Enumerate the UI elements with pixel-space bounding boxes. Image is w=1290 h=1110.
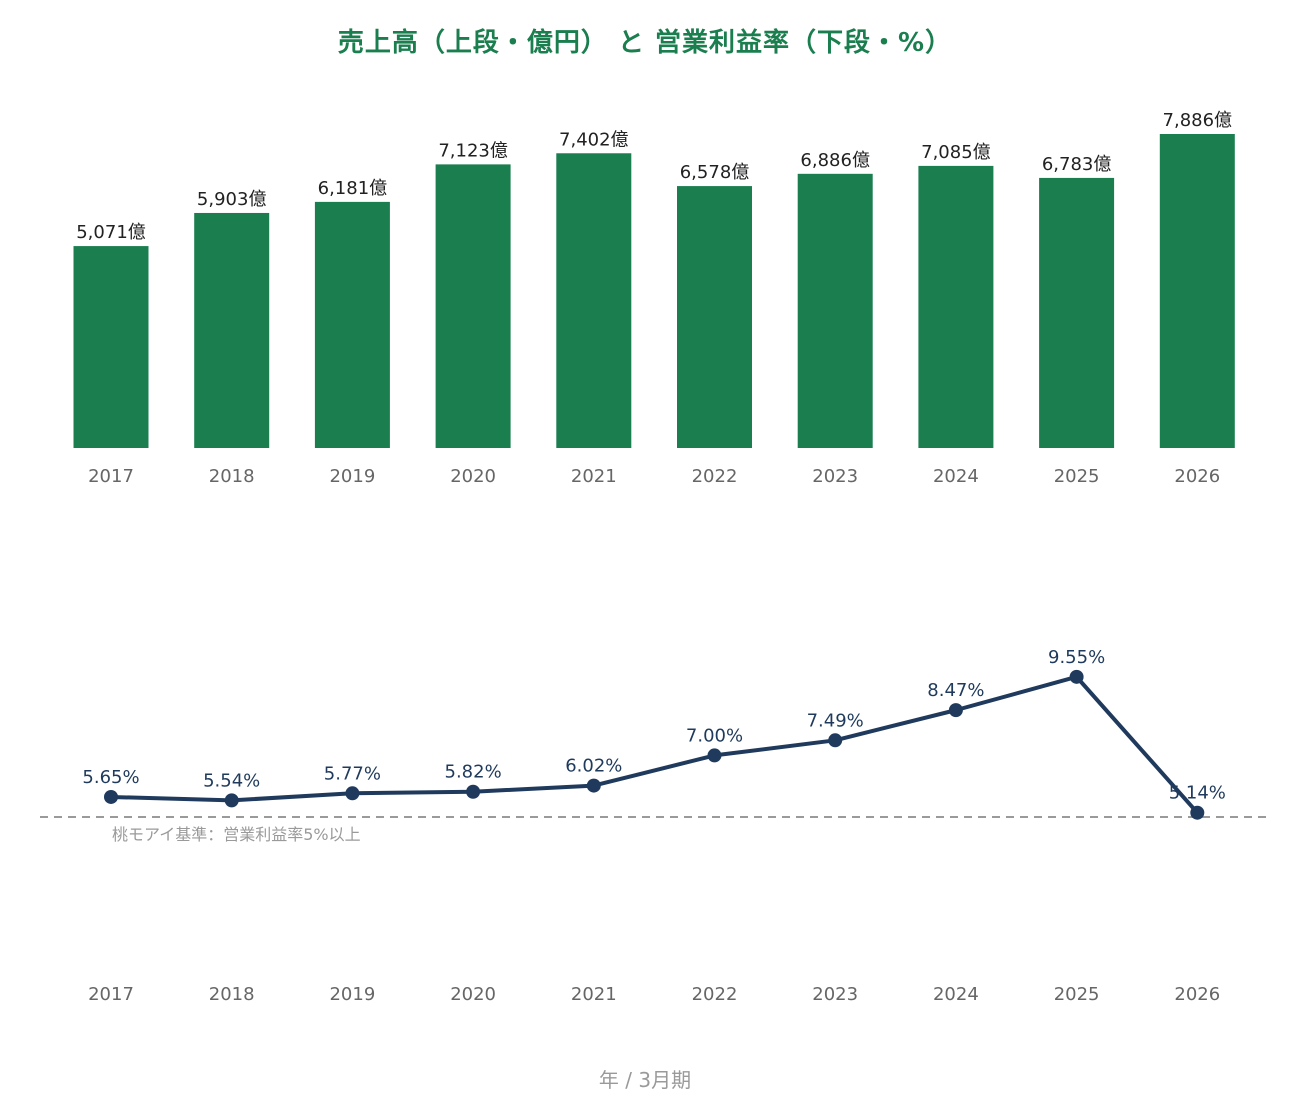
revenue-data-label: 5,903億 (197, 189, 267, 210)
revenue-x-tick-label: 2022 (692, 466, 738, 487)
operating-margin-data-label: 5.14% (1169, 783, 1226, 804)
operating-margin-point-2025 (1069, 669, 1084, 684)
revenue-x-tick-label: 2025 (1054, 466, 1100, 487)
operating-margin-data-label: 5.77% (324, 763, 381, 784)
revenue-x-tick-label: 2024 (933, 466, 979, 487)
revenue-x-tick-label: 2021 (571, 466, 617, 487)
revenue-x-tick-label: 2019 (329, 466, 375, 487)
margin-x-tick-label: 2017 (88, 984, 134, 1005)
operating-margin-data-label: 8.47% (927, 680, 984, 701)
revenue-bar-2023 (797, 173, 873, 449)
operating-margin-point-2020 (466, 784, 481, 799)
margin-x-tick-label: 2024 (933, 984, 979, 1005)
operating-margin-data-label: 9.55% (1048, 647, 1105, 668)
margin-x-tick-label: 2020 (450, 984, 496, 1005)
revenue-bar-2019 (314, 201, 390, 448)
revenue-data-label: 5,071億 (76, 222, 146, 243)
operating-margin-line-chart: 桃モアイ基準：営業利益率5%以上 5.65% 2017 5.54% 2018 5.77% 2… (40, 647, 1268, 1005)
margin-x-tick-label: 2021 (571, 984, 617, 1005)
revenue-bar-2022 (677, 186, 752, 448)
operating-margin-point-2022 (707, 748, 722, 763)
operating-margin-point-2023 (828, 733, 843, 748)
x-axis-title: 年 / 3月期 (598, 1068, 692, 1092)
margin-x-tick-label: 2023 (812, 984, 858, 1005)
operating-margin-point-2017 (104, 789, 118, 804)
margin-x-tick-label: 2019 (329, 984, 375, 1005)
operating-margin-line (110, 674, 1199, 815)
revenue-data-label: 6,783億 (1042, 154, 1112, 175)
revenue-x-tick-label: 2026 (1174, 466, 1220, 487)
operating-margin-data-label: 6.02% (565, 756, 622, 777)
revenue-bar-2026 (1159, 134, 1235, 448)
operating-margin-data-label: 7.49% (807, 710, 864, 731)
revenue-x-tick-label: 2023 (812, 466, 858, 487)
margin-x-tick-label: 2018 (209, 984, 255, 1005)
operating-margin-point-2019 (345, 786, 360, 801)
revenue-bar-chart: 5,071億 2017 5,903億 2018 6,181億 2019 7,123億 2020… (73, 110, 1235, 487)
margin-x-tick-label: 2025 (1054, 984, 1100, 1005)
chart-title: 売上高（上段・億円） と 営業利益率（下段・%） (337, 28, 953, 58)
operating-margin-point-2021 (586, 778, 601, 793)
revenue-data-label: 7,085億 (921, 142, 991, 163)
operating-margin-data-label: 5.82% (445, 762, 502, 783)
revenue-bar-2018 (194, 212, 270, 448)
operating-margin-data-label: 5.65% (82, 767, 139, 788)
revenue-bar-2017 (73, 246, 149, 448)
revenue-x-tick-label: 2017 (88, 466, 134, 487)
revenue-data-label: 7,402億 (559, 129, 629, 150)
revenue-bar-2021 (556, 153, 632, 449)
margin-x-tick-label: 2026 (1174, 984, 1220, 1005)
margin-x-tick-label: 2022 (692, 984, 738, 1005)
operating-margin-data-label: 7.00% (686, 725, 743, 746)
operating-margin-point-2024 (948, 703, 963, 718)
revenue-data-label: 7,886億 (1163, 110, 1233, 131)
revenue-data-label: 6,886億 (800, 150, 870, 171)
operating-margin-data-label: 5.54% (203, 770, 260, 791)
revenue-bar-2025 (1039, 177, 1115, 449)
operating-margin-point-2018 (224, 793, 239, 808)
revenue-x-tick-label: 2020 (450, 466, 496, 487)
revenue-bar-2024 (918, 165, 994, 448)
revenue-data-label: 6,578億 (680, 162, 750, 183)
revenue-bar-2020 (435, 164, 511, 448)
revenue-data-label: 6,181億 (318, 178, 388, 199)
revenue-data-label: 7,123億 (438, 140, 508, 161)
reference-line-label: 桃モアイ基準：営業利益率5%以上 (112, 825, 361, 844)
operating-margin-point-2026 (1190, 805, 1205, 820)
revenue-x-tick-label: 2018 (209, 466, 255, 487)
